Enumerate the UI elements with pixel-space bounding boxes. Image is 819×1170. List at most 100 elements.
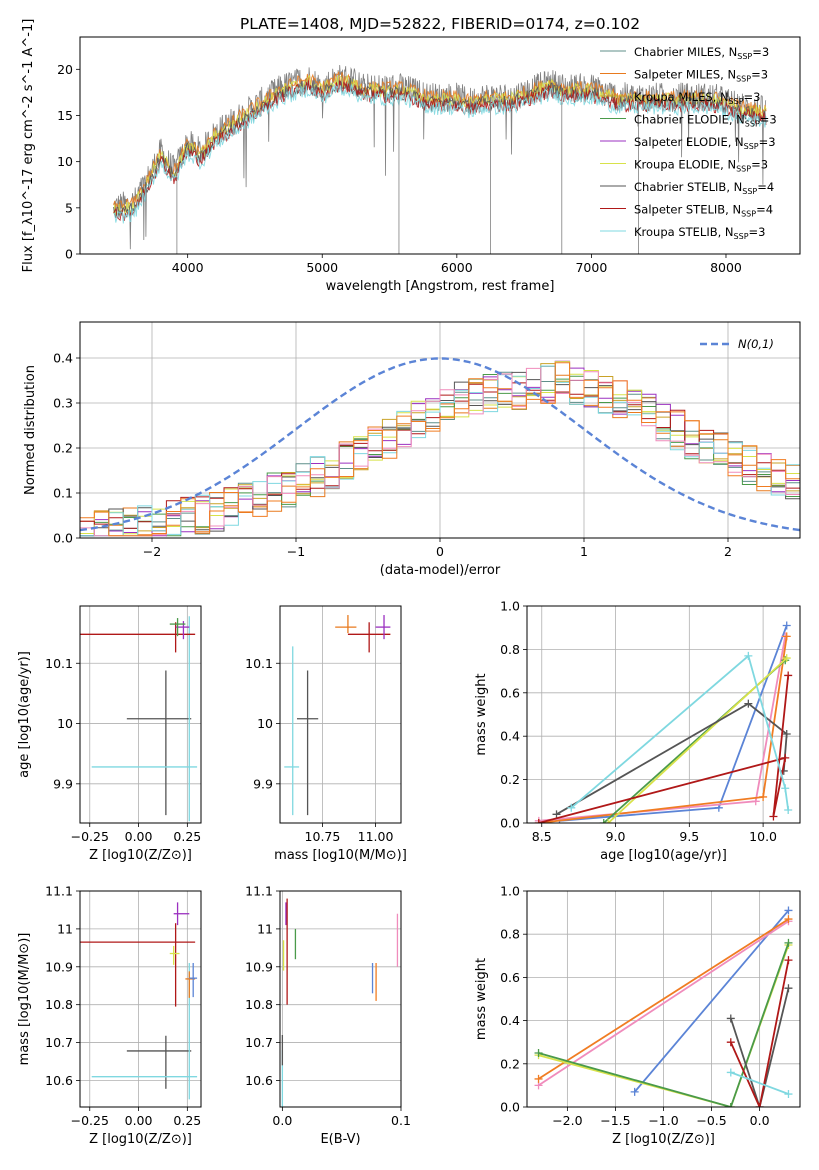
histogram-legend: N(0,1) xyxy=(700,337,774,351)
mass-weight-marker xyxy=(726,1103,735,1107)
x-tick-label: 2 xyxy=(724,544,732,559)
x-tick-label: 0.25 xyxy=(173,1113,201,1128)
x-axis-label: Z [log10(Z/Z⊙)] xyxy=(612,1132,715,1147)
y-tick-label: 0.1 xyxy=(53,486,73,501)
x-tick-label: 0.00 xyxy=(125,829,153,844)
errorbar-point xyxy=(91,616,198,822)
x-axis-label: Z [log10(Z/Z⊙)] xyxy=(89,1132,192,1147)
y-tick-label: 1.0 xyxy=(500,884,520,899)
mass-weight-line xyxy=(570,654,790,811)
age-vs-mass-frame xyxy=(279,605,402,824)
massweight-vs-Z-frame xyxy=(526,890,801,1108)
y-tick-label: 10.7 xyxy=(45,1035,73,1050)
histogram-step-line xyxy=(80,362,800,537)
y-tick-label: 5 xyxy=(65,200,73,215)
model-spectrum-line xyxy=(113,84,767,224)
y-tick-label: 11.1 xyxy=(245,884,273,899)
histogram-step-line xyxy=(80,365,800,537)
x-tick-label: 9.0 xyxy=(606,829,626,844)
x-axis-label: age [log10(age/yr)] xyxy=(600,848,727,863)
y-tick-label: 9.9 xyxy=(253,776,273,791)
mass-weight-marker xyxy=(759,792,768,801)
y-tick-label: 0.0 xyxy=(500,1100,520,1115)
x-tick-label: −1.5 xyxy=(600,1113,630,1128)
y-axis-label: mass weight xyxy=(474,673,489,755)
mass-weight-marker xyxy=(782,621,791,630)
mass-weight-line xyxy=(538,920,789,1087)
y-tick-label: 0.2 xyxy=(53,441,73,456)
x-tick-label: −0.25 xyxy=(71,829,109,844)
y-axis-label: age [log10(age/yr)] xyxy=(17,651,32,778)
spectrum-marks xyxy=(113,64,767,254)
y-tick-label: 0.8 xyxy=(500,642,520,657)
errorbar-point xyxy=(169,618,186,637)
residual-histogram-marks xyxy=(80,357,800,537)
mass-weight-marker xyxy=(726,1014,735,1023)
residual-histogram-axes: −2 −1 0 1 2 0.0 0.1 0.2 0.3 0.4 (data-model)/error… xyxy=(23,321,801,578)
age-vs-mass-grid xyxy=(280,606,401,823)
x-tick-label: −1 xyxy=(287,544,305,559)
spectrum-legend: Chabrier MILES, NSSP=3 Salpeter MILES, NS… xyxy=(600,45,777,241)
y-tick-label: 10.9 xyxy=(45,959,73,974)
mass-weight-marker xyxy=(726,1068,735,1077)
y-tick-label: 9.9 xyxy=(53,776,73,791)
x-tick-label: −2 xyxy=(143,544,161,559)
massweight-vs-age-axes: 8.5 9.0 9.5 10.0 0.0 0.2 0.4 0.6 0.8 1.0 age [log1… xyxy=(474,599,801,863)
mass-weight-line xyxy=(730,1071,789,1095)
legend-label: Salpeter STELIB, NSSP=4 xyxy=(634,203,773,219)
legend-label: Chabrier MILES, NSSP=3 xyxy=(634,45,769,61)
mass-weight-marker xyxy=(784,984,793,993)
mass-vs-Z-grid xyxy=(80,890,201,1107)
mass-weight-marker xyxy=(599,819,608,823)
legend-label: Kroupa STELIB, NSSP=3 xyxy=(634,225,765,241)
mass-weight-marker xyxy=(784,915,793,924)
mass-weight-marker xyxy=(726,1038,735,1047)
mass-weight-marker xyxy=(784,805,793,814)
errorbar-point xyxy=(284,646,300,816)
y-tick-label: 0.2 xyxy=(500,1056,520,1071)
mass-weight-marker xyxy=(784,938,793,947)
errorbar-point xyxy=(189,963,198,998)
y-tick-label: 0.2 xyxy=(500,772,520,787)
massweight-vs-Z-axes: −2.0 −1.5 −1.0 −0.5 0.0 0.0 0.2 0.4 0.6 0.8 1.0 Z [… xyxy=(474,884,801,1147)
age-vs-Z-axes: −0.25 0.00 0.25 9.9 10 10.1 Z [log10(Z/Z⊙)] age… xyxy=(17,605,202,863)
spectrum-frame xyxy=(79,36,801,255)
y-tick-label: 10.9 xyxy=(245,959,273,974)
legend-label: N(0,1) xyxy=(738,337,774,351)
mass-weight-line xyxy=(538,675,790,823)
age-vs-Z-frame xyxy=(79,605,202,824)
x-tick-label: −0.5 xyxy=(696,1113,726,1128)
y-tick-label: 0.0 xyxy=(53,531,73,546)
errorbar-point xyxy=(126,1035,192,1089)
mass-weight-marker xyxy=(782,730,791,739)
legend-label: Salpeter ELODIE, NSSP=3 xyxy=(634,135,776,151)
mass-weight-marker xyxy=(782,654,791,663)
y-tick-label: 0.8 xyxy=(500,927,520,942)
mass-weight-line xyxy=(634,909,790,1093)
x-tick-label: 6000 xyxy=(441,260,473,275)
errorbar-point xyxy=(347,622,391,653)
x-tick-label: 1 xyxy=(580,544,588,559)
mass-weight-line xyxy=(556,702,788,816)
errorbar-point xyxy=(296,670,319,816)
massweight-vs-age-marks xyxy=(534,621,793,823)
mass-weight-marker xyxy=(782,632,791,641)
mass-weight-marker xyxy=(784,956,793,965)
x-tick-label: 0.25 xyxy=(173,829,201,844)
x-tick-label: 0 xyxy=(436,544,444,559)
y-tick-label: 0.6 xyxy=(500,685,520,700)
mass-weight-marker xyxy=(630,1087,639,1096)
y-tick-label: 1.0 xyxy=(500,599,520,614)
legend-label: Chabrier ELODIE, NSSP=3 xyxy=(634,113,777,129)
x-tick-label: 7000 xyxy=(575,260,607,275)
x-tick-label: −1.0 xyxy=(648,1113,678,1128)
errorbar-point xyxy=(335,615,357,634)
mass-vs-Z-marks xyxy=(80,902,198,1100)
mass-weight-marker xyxy=(534,1074,543,1083)
y-tick-label: 11 xyxy=(57,921,73,936)
mass-weight-line xyxy=(729,959,790,1107)
legend-label: Chabrier STELIB, NSSP=4 xyxy=(634,180,774,196)
y-tick-label: 10.7 xyxy=(245,1035,273,1050)
